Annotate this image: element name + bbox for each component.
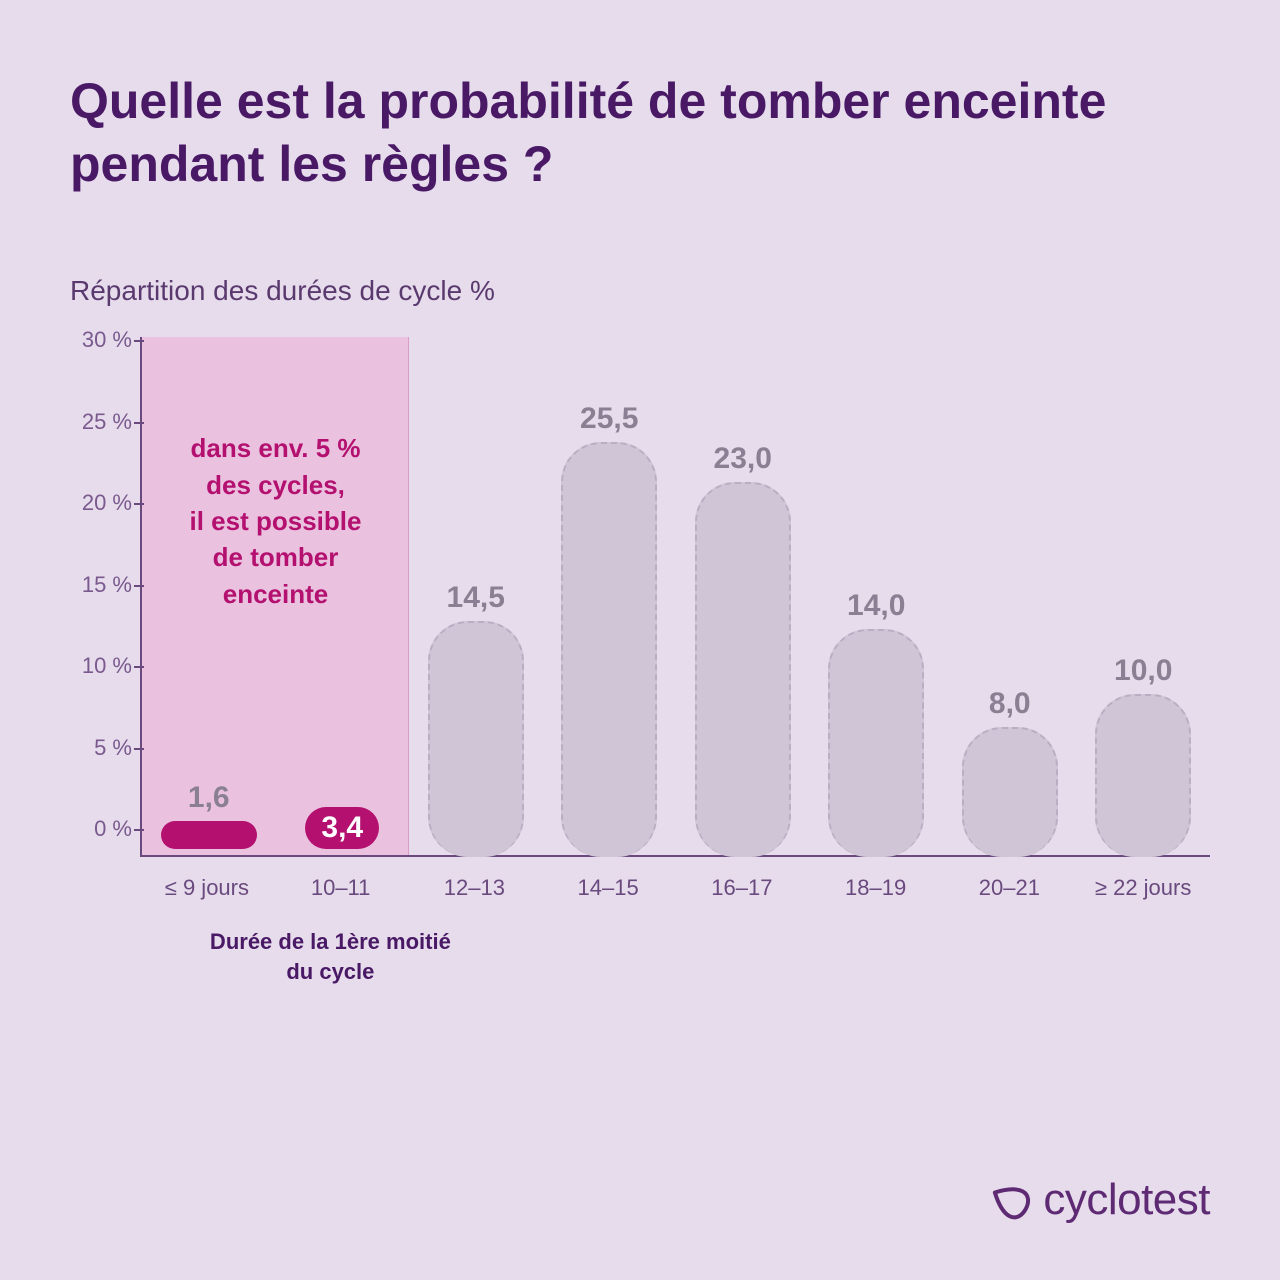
brand-logo: cyclotest <box>987 1175 1210 1225</box>
bar-column: 23,0 <box>676 337 810 855</box>
bar <box>161 821 257 849</box>
x-tick-label: 14–15 <box>541 865 675 901</box>
bar-value-label: 25,5 <box>580 402 638 436</box>
y-tick: 30 % <box>72 327 132 353</box>
bar-column: 25,5 <box>543 337 677 855</box>
x-tick-label: 10–11 <box>274 865 408 901</box>
bar-value-label: 1,6 <box>188 781 230 815</box>
bar-column: 8,0 <box>943 337 1077 855</box>
bar-column: 14,5 <box>409 337 543 855</box>
y-tick: 10 % <box>72 653 132 679</box>
x-tick-label: 18–19 <box>809 865 943 901</box>
x-tick-label: 16–17 <box>675 865 809 901</box>
x-tick-label: 12–13 <box>408 865 542 901</box>
x-tick-label: 20–21 <box>943 865 1077 901</box>
y-tick: 0 % <box>72 816 132 842</box>
bar-column: 10,0 <box>1077 337 1211 855</box>
bar-value-label: 8,0 <box>989 687 1031 721</box>
bar <box>1095 694 1191 857</box>
bar-value-label: 10,0 <box>1114 654 1172 688</box>
bar <box>962 727 1058 857</box>
bar-column: 14,0 <box>810 337 944 855</box>
y-tick: 15 % <box>72 572 132 598</box>
bar-value-label: 14,5 <box>447 581 505 615</box>
bar-value-label: 3,4 <box>305 807 379 849</box>
y-tick: 5 % <box>72 735 132 761</box>
highlight-annotation: dans env. 5 %des cycles,il est possibled… <box>161 430 391 612</box>
page-title: Quelle est la probabilité de tomber ence… <box>70 70 1210 195</box>
bar <box>428 621 524 857</box>
chart-subtitle: Répartition des durées de cycle % <box>70 275 1210 307</box>
x-tick-label: ≥ 22 jours <box>1076 865 1210 901</box>
brand-name: cyclotest <box>1043 1175 1210 1225</box>
bar-chart: 1,6 3,4 14,5 25,5 23,0 14,0 8,0 10,0 0 % 5 % 10 %… <box>70 337 1210 977</box>
y-tick: 20 % <box>72 490 132 516</box>
bar <box>828 629 924 857</box>
brand-droplet-icon <box>987 1178 1031 1222</box>
x-axis-caption: Durée de la 1ère moitiédu cycle <box>210 927 451 986</box>
bar-value-label: 14,0 <box>847 589 905 623</box>
bar-value-label: 23,0 <box>714 442 772 476</box>
bar <box>695 482 791 857</box>
x-tick-label: ≤ 9 jours <box>140 865 274 901</box>
y-tick: 25 % <box>72 409 132 435</box>
bar <box>561 442 657 857</box>
